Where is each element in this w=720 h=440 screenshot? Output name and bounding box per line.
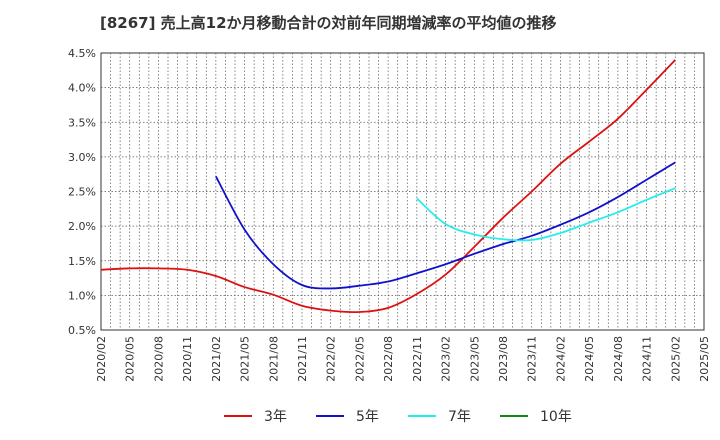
series-line-3	[416, 187, 676, 242]
x-tick-label: 2020/05	[124, 336, 137, 382]
x-tick-label: 2022/02	[325, 336, 338, 382]
x-tick-label: 2024/05	[583, 336, 596, 382]
legend-label-3: 7年	[448, 409, 471, 425]
x-tick-label: 2021/08	[267, 336, 280, 382]
legend-label-4: 10年	[540, 409, 572, 425]
x-tick-label: 2020/08	[152, 336, 165, 382]
x-tick-label: 2022/08	[382, 336, 395, 382]
series-line-1	[100, 59, 676, 314]
y-tick-label: 3.0%	[68, 151, 96, 164]
x-tick-label: 2025/02	[669, 336, 682, 382]
chart-title: [8267] 売上高12か月移動合計の対前年同期増減率の平均値の推移	[100, 14, 557, 32]
x-tick-label: 2021/05	[239, 336, 252, 382]
x-tick-label: 2022/11	[411, 336, 424, 382]
x-tick-label: 2022/05	[353, 336, 366, 382]
x-tick-label: 2024/08	[612, 336, 625, 382]
y-tick-label: 1.0%	[68, 289, 96, 302]
x-tick-label: 2023/11	[526, 336, 539, 382]
x-tick-label: 2021/02	[210, 336, 223, 382]
x-tick-label: 2020/11	[181, 336, 194, 382]
y-tick-label: 1.5%	[68, 255, 96, 268]
y-tick-label: 4.0%	[68, 82, 96, 95]
y-tick-label: 0.5%	[68, 324, 96, 337]
x-tick-label: 2023/08	[497, 336, 510, 382]
y-tick-label: 2.5%	[68, 186, 96, 199]
x-tick-label: 2024/11	[641, 336, 654, 382]
x-tick-label: 2023/05	[468, 336, 481, 382]
y-tick-label: 2.0%	[68, 220, 96, 233]
x-tick-label: 2024/02	[554, 336, 567, 382]
y-tick-label: 4.5%	[68, 47, 96, 60]
series-line-2	[215, 161, 676, 290]
x-tick-label: 2020/02	[95, 336, 108, 382]
y-tick-label: 3.5%	[68, 116, 96, 129]
legend-label-1: 3年	[264, 409, 287, 425]
x-tick-label: 2023/02	[440, 336, 453, 382]
x-tick-label: 2021/11	[296, 336, 309, 382]
x-tick-label: 2025/05	[698, 336, 711, 382]
legend-label-2: 5年	[356, 409, 379, 425]
